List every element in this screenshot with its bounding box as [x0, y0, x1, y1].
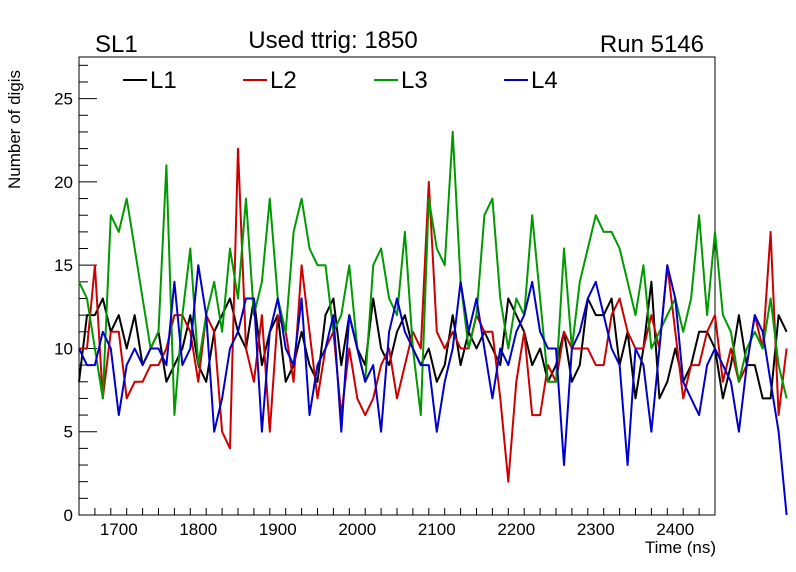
series-line-l3: [78, 130, 788, 417]
y-tick-label: 20: [54, 173, 73, 192]
x-tick-label: 2400: [656, 520, 694, 539]
y-tick-label: 25: [54, 90, 73, 109]
legend-label-l1: L1: [150, 67, 177, 94]
series-line-l2: [79, 147, 788, 483]
y-tick-label: 10: [54, 339, 73, 358]
right-label: Run 5146: [600, 31, 704, 58]
y-axis-label: Number of digis: [5, 70, 24, 189]
left-label: SL1: [95, 31, 138, 58]
x-tick-label: 2000: [338, 520, 376, 539]
legend: L1 L2 L3 L4: [123, 67, 558, 94]
series-layer: [78, 130, 788, 516]
x-tick-label: 1800: [179, 520, 217, 539]
y-tick-label: 15: [54, 256, 73, 275]
y-tick-label: 5: [64, 423, 73, 442]
x-tick-label: 1900: [259, 520, 297, 539]
x-tick-label: 1700: [100, 520, 138, 539]
x-axis-label: Time (ns): [645, 538, 716, 557]
x-tick-label: 2100: [418, 520, 456, 539]
series-line-l4: [78, 264, 788, 516]
x-tick-label: 2200: [497, 520, 535, 539]
axes: 1700 1800 1900 2000 2100 2200 2300 2400 0 5 10 15 20…: [54, 64, 716, 539]
legend-label-l4: L4: [531, 67, 558, 94]
chart-title: Used ttrig: 1850: [248, 27, 417, 54]
legend-label-l2: L2: [270, 67, 297, 94]
y-tick-label: 0: [64, 506, 73, 525]
x-tick-label: 2300: [577, 520, 615, 539]
legend-label-l3: L3: [401, 67, 428, 94]
